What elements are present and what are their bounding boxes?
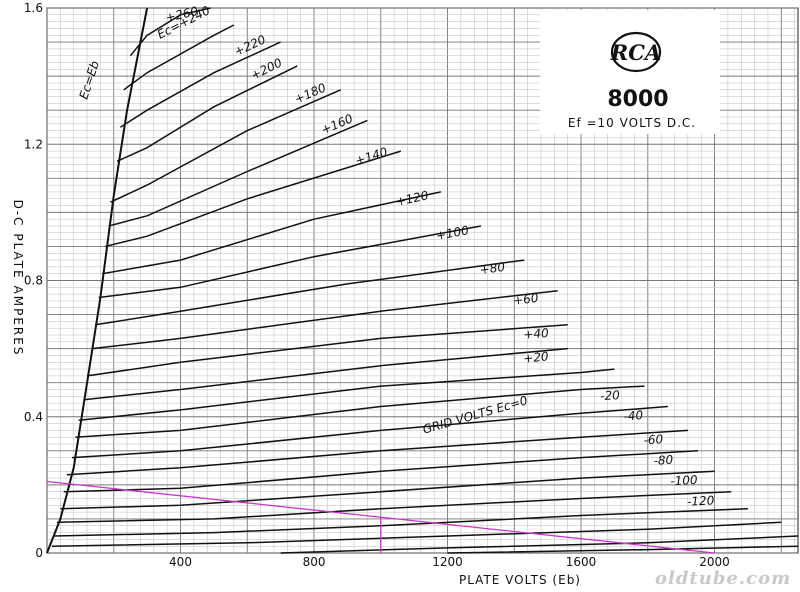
plate-curve — [101, 191, 442, 275]
curve-label: +100 — [435, 223, 470, 243]
plate-curve — [280, 535, 799, 554]
curve-label: +80 — [479, 260, 506, 277]
curve-label: -20 — [600, 388, 621, 403]
plate-curve — [63, 450, 698, 493]
plate-curve — [86, 324, 568, 377]
y-tick-label: 1.6 — [24, 1, 43, 15]
plate-curve — [60, 470, 715, 510]
plate-curve — [123, 24, 235, 91]
load-line-group — [46, 480, 715, 554]
tube-type-label: 8000 — [607, 87, 668, 112]
plate-curve — [119, 41, 281, 128]
filament-voltage-label: Ef =10 VOLTS D.C. — [568, 116, 696, 130]
plate-curve — [95, 259, 525, 326]
y-tick-label: 0.8 — [24, 274, 43, 288]
axis-ticks: 400 800 1200 1600 2000 0 0.4 0.8 1.2 1.6 — [24, 1, 730, 569]
curve-label: +20 — [523, 349, 550, 365]
plate-curve — [71, 405, 668, 459]
y-tick-label: 1.2 — [24, 137, 43, 151]
curve-label: -100 — [670, 473, 698, 488]
y-tick-label: 0.4 — [24, 410, 43, 424]
plate-curve — [75, 385, 645, 438]
plate-curve — [447, 545, 799, 554]
plate-curve — [92, 289, 558, 350]
plate-curve — [110, 89, 342, 203]
x-axis-label: PLATE VOLTS (Eb) — [459, 573, 581, 587]
plate-curve — [78, 368, 615, 421]
plate-curve — [108, 119, 368, 227]
x-tick-label: 800 — [303, 555, 326, 569]
y-axis-label: D-C PLATE AMPERES — [11, 200, 25, 357]
x-tick-label: 1200 — [432, 555, 463, 569]
curve-label: -120 — [687, 493, 715, 508]
curve-label: +40 — [523, 326, 550, 342]
plate-curves — [46, 7, 799, 554]
rca-logo-circle — [610, 31, 662, 73]
curve-label: -80 — [653, 453, 674, 468]
rca-logo-box: RCA 8000 Ef =10 VOLTS D.C. — [540, 10, 720, 134]
curve-label: +60 — [512, 291, 539, 308]
watermark-text: oldtube.com — [655, 568, 792, 589]
plate-curve — [129, 7, 211, 57]
curve-label: +120 — [395, 188, 431, 209]
y-tick-label: 0 — [35, 546, 43, 560]
curve-label: -60 — [643, 432, 664, 447]
plate-curve — [51, 521, 782, 547]
x-tick-label: 2000 — [699, 555, 730, 569]
x-tick-label: 1600 — [566, 555, 597, 569]
plate-curve — [83, 347, 568, 401]
rca-logo: RCA — [610, 40, 661, 65]
plate-curve — [98, 225, 482, 299]
plate-curve — [56, 490, 732, 524]
x-tick-label: 400 — [169, 555, 192, 569]
plate-curve — [66, 429, 688, 476]
plate-curve — [116, 65, 298, 162]
curve-label: -40 — [623, 408, 644, 424]
plate-curve — [105, 150, 402, 248]
